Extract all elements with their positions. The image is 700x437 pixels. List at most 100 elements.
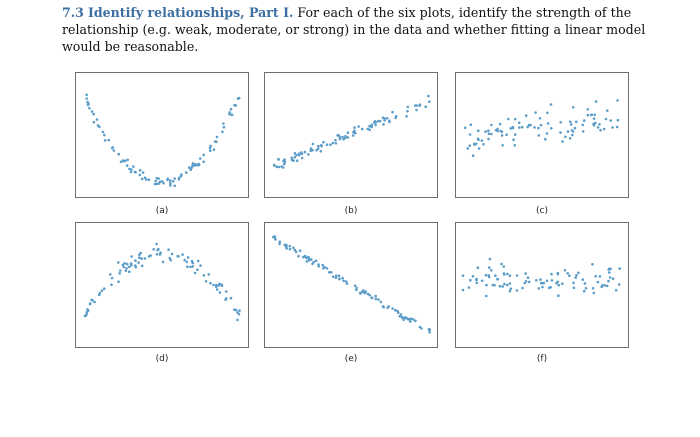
- scatter-point: [196, 259, 200, 263]
- scatter-point: [212, 148, 216, 151]
- scatter-point: [208, 146, 212, 150]
- scatter-point: [285, 244, 288, 247]
- scatter-point: [488, 257, 492, 261]
- scatter-point: [513, 117, 517, 121]
- scatter-point: [568, 274, 571, 277]
- scatter-point: [88, 106, 91, 110]
- scatter-point: [277, 165, 281, 169]
- scatter-point: [95, 118, 99, 121]
- scatter-point: [546, 111, 549, 115]
- scatter-point: [190, 166, 194, 169]
- scatter-point: [117, 280, 120, 283]
- scatter-point: [424, 105, 427, 108]
- scatter-point: [204, 280, 208, 283]
- problem-number: 7.3: [62, 5, 84, 20]
- scatter-point: [550, 272, 553, 276]
- scatter-point: [212, 283, 215, 287]
- scatter-panel-c: [455, 72, 629, 198]
- scatter-point: [103, 139, 107, 142]
- scatter-point: [189, 168, 193, 171]
- scatter-point: [168, 256, 171, 260]
- scatter-point: [237, 96, 241, 100]
- scatter-point: [561, 140, 564, 143]
- scatter-point: [480, 139, 484, 142]
- scatter-point: [101, 130, 105, 134]
- scatter-point: [559, 121, 562, 124]
- scatter-point: [138, 169, 142, 172]
- scatter-point: [594, 274, 597, 278]
- scatter-point: [523, 281, 526, 285]
- scatter-point: [117, 152, 120, 156]
- scatter-point: [306, 255, 310, 259]
- scatter-point: [334, 276, 338, 280]
- scatter-point: [609, 119, 612, 122]
- scatter-point: [191, 164, 194, 167]
- scatter-point: [511, 126, 515, 130]
- scatter-point: [500, 134, 504, 137]
- scatter-point: [311, 142, 315, 146]
- scatter-point: [589, 113, 593, 117]
- scatter-point: [96, 124, 100, 127]
- scatter-point: [155, 253, 159, 256]
- scatter-point: [374, 297, 378, 301]
- scatter-point: [307, 153, 310, 156]
- scatter-point: [344, 280, 348, 283]
- scatter-point: [428, 328, 431, 332]
- scatter-point: [110, 146, 114, 150]
- scatter-point: [189, 265, 192, 269]
- scatter-point: [539, 123, 543, 127]
- scatter-point: [461, 288, 465, 292]
- scatter-point: [404, 316, 407, 319]
- scatter-point: [596, 280, 600, 284]
- scatter-point: [213, 140, 217, 143]
- scatter-point: [177, 255, 180, 258]
- scatter-point: [191, 265, 195, 268]
- scatter-point: [364, 290, 367, 293]
- scatter-point: [399, 313, 403, 316]
- scatter-point: [537, 126, 540, 130]
- scatter-point: [196, 268, 199, 271]
- scatter-point: [471, 154, 475, 157]
- scatter-point: [275, 165, 278, 168]
- problem-heading: Identify relationships, Part I.: [87, 5, 294, 20]
- scatter-point: [566, 272, 569, 275]
- scatter-point: [513, 133, 517, 136]
- scatter-point: [490, 132, 493, 136]
- scatter-point: [476, 266, 480, 269]
- scatter-point: [493, 284, 496, 287]
- scatter-point: [156, 248, 159, 252]
- scatter-point: [97, 293, 101, 297]
- scatter-point: [496, 277, 500, 281]
- scatter-point: [160, 180, 164, 183]
- caption-e: (e): [344, 354, 358, 364]
- scatter-point: [124, 269, 128, 272]
- scatter-point: [601, 284, 604, 287]
- scatter-point: [500, 262, 503, 266]
- scatter-point: [224, 297, 228, 300]
- scatter-point: [381, 116, 385, 120]
- scatter-point: [186, 256, 190, 259]
- scatter-point: [549, 103, 553, 106]
- scatter-point: [215, 288, 219, 291]
- scatter-point: [302, 255, 305, 259]
- scatter-point: [508, 274, 512, 277]
- scatter-point: [572, 281, 575, 285]
- scatter-point: [475, 281, 479, 285]
- scatter-point: [238, 309, 241, 312]
- scatter-point: [278, 242, 281, 246]
- scatter-point: [143, 257, 147, 260]
- scatter-point: [463, 126, 467, 130]
- scatter-point: [391, 307, 394, 310]
- scatter-point: [541, 285, 544, 289]
- scatter-point: [147, 178, 151, 181]
- scatter-point: [162, 182, 165, 185]
- scatter-point: [502, 265, 506, 268]
- scatter-point: [90, 298, 93, 302]
- scatter-point: [158, 180, 162, 184]
- scatter-point: [228, 111, 232, 114]
- scatter-point: [575, 120, 578, 124]
- scatter-point: [575, 273, 578, 277]
- scatter-point: [128, 265, 131, 269]
- scatter-point: [569, 120, 572, 124]
- scatter-point: [582, 289, 586, 293]
